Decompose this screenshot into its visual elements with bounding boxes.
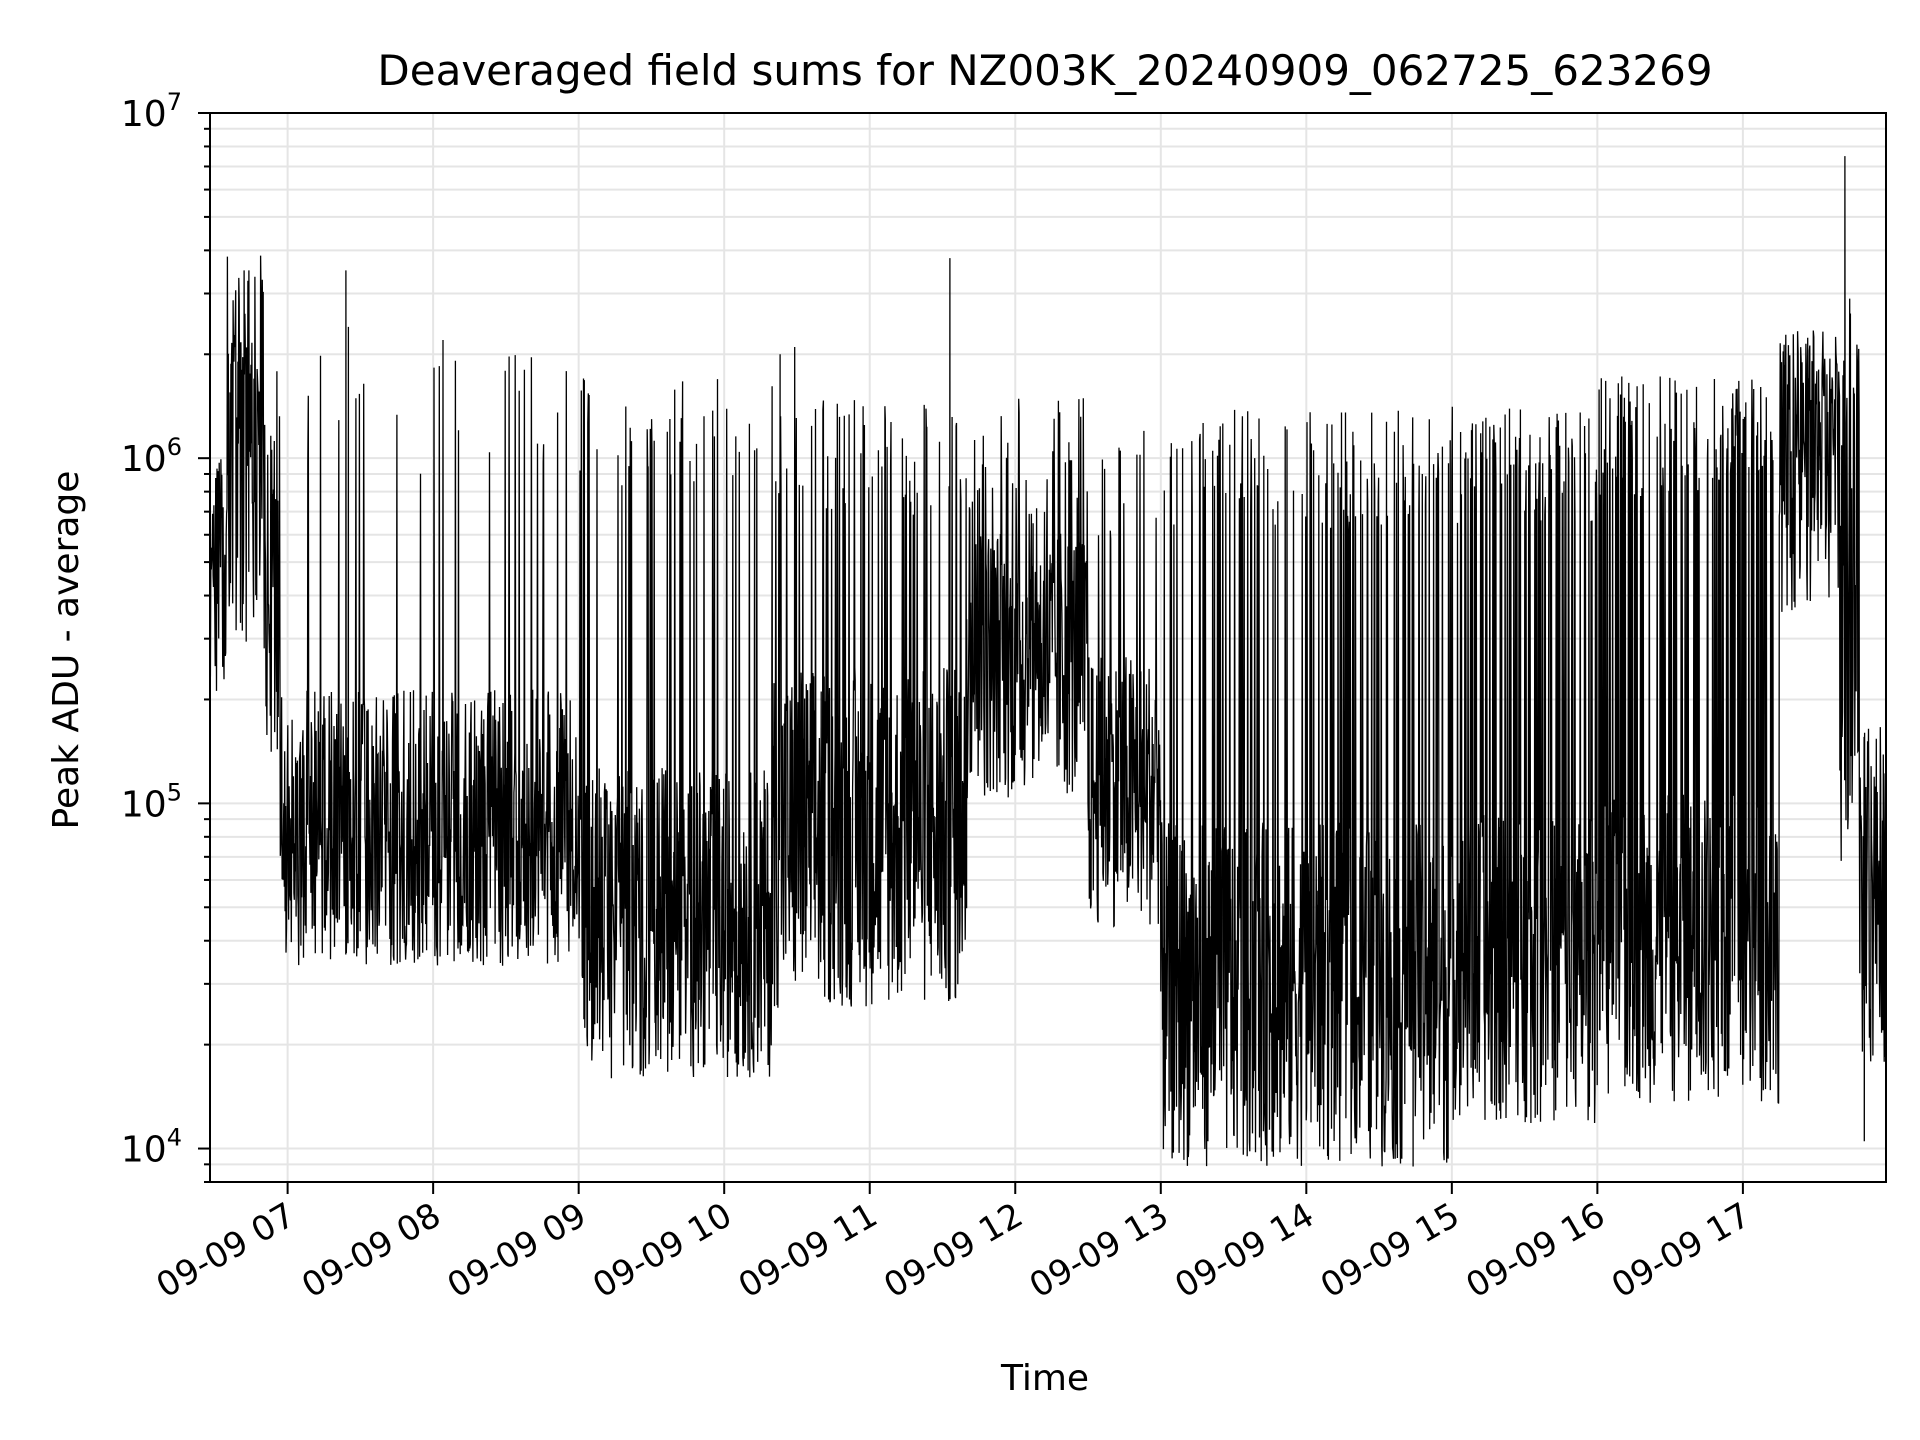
y-tick-label: 105	[121, 778, 182, 825]
data-series	[209, 156, 1887, 1167]
y-axis-label: Peak ADU - average	[46, 471, 87, 830]
y-tick-label: 104	[121, 1124, 182, 1171]
y-axis-ticks: 104 105 106 107	[121, 88, 210, 1183]
plot-area-frame	[209, 112, 1887, 1183]
y-tick-label: 107	[121, 88, 182, 135]
x-axis-label: Time	[1000, 1358, 1089, 1399]
chart-title: Deaveraged field sums for NZ003K_2024090…	[377, 46, 1712, 95]
y-tick-label: 106	[121, 433, 182, 480]
series-line	[209, 156, 1887, 1167]
